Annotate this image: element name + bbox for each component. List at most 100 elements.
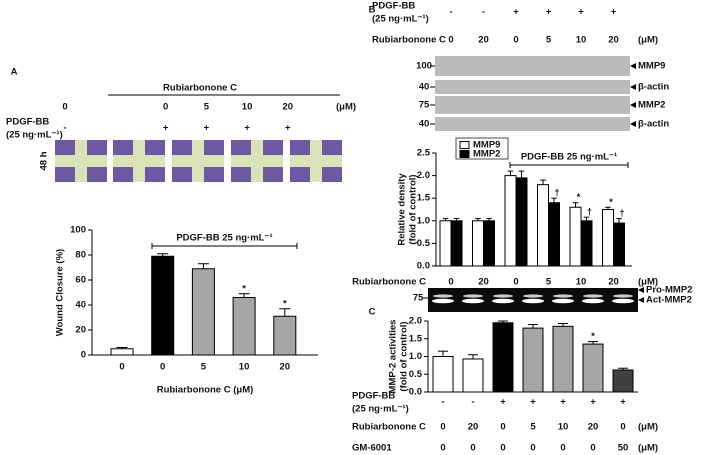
y-tick-label: 80 [75, 250, 86, 261]
annotation: † [587, 207, 592, 218]
annotation: † [554, 188, 559, 199]
row-value: 0 [440, 422, 445, 433]
y-tick-label: 2.5 [417, 148, 431, 159]
blot-marker: 75 [419, 100, 430, 111]
image-row-label: 48 h [39, 151, 50, 170]
bar [462, 358, 484, 393]
x-tick-label: 20 [478, 277, 489, 288]
blot-marker: 40 [419, 82, 430, 93]
legend-swatch [459, 150, 470, 158]
row-unit: (μM) [638, 422, 658, 433]
x-tick-label: 5 [546, 277, 552, 288]
x-tick-label: 5 [201, 362, 207, 373]
row-value: 0 [500, 422, 505, 433]
row-sublabel: (25 ng·mL⁻¹) [352, 404, 409, 415]
blot-marker: 100 [416, 61, 432, 72]
x-tick-label: 20 [280, 362, 291, 373]
y-axis-label: MMP-2 activities [388, 320, 399, 394]
legend-swatch [459, 141, 470, 149]
row-value: 5 [530, 422, 536, 433]
row-value: 0 [620, 422, 625, 433]
bar [602, 209, 614, 267]
gel-arrow [638, 287, 644, 293]
y-tick-label: 2.0 [409, 316, 422, 327]
y-tick-label: 0.5 [417, 238, 431, 249]
row-value: 0 [163, 102, 168, 113]
blot-label: MMP2 [638, 100, 665, 111]
bar [151, 255, 175, 356]
row-label: GM-6001 [352, 443, 392, 454]
row-value: 10 [242, 102, 253, 113]
bar [522, 327, 544, 393]
panel-label: B [369, 5, 376, 16]
row-value: - [449, 7, 452, 18]
row-label: PDGF-BB [6, 117, 49, 128]
row-value: + [560, 397, 566, 408]
gel-label: Pro-MMP2 [646, 285, 692, 296]
row-value: + [578, 7, 584, 18]
zymography-gel [428, 288, 638, 312]
annotation: * [283, 298, 287, 309]
row-value: + [163, 123, 169, 134]
row-label: Rubiarbonone C [352, 422, 426, 433]
y-tick-label: 40 [75, 300, 86, 311]
row-unit: (μM) [638, 443, 658, 454]
row-value: 20 [468, 422, 479, 433]
row-value: + [546, 7, 552, 18]
row-value: + [590, 397, 596, 408]
row-label: Rubiarbonone C [372, 35, 446, 46]
row-value: + [244, 123, 250, 134]
blot-arrow [630, 102, 636, 108]
x-tick-label: 20 [608, 277, 619, 288]
y-tick-label: 0.0 [417, 261, 430, 272]
row-value: + [285, 123, 291, 134]
gel-arrow [638, 297, 644, 303]
row-value: 0 [530, 443, 535, 454]
row-unit: (μM) [336, 102, 356, 113]
row-unit: (μM) [638, 35, 658, 46]
row-value: 5 [546, 35, 552, 46]
bar [548, 202, 560, 267]
bar [504, 175, 517, 267]
bar [582, 343, 604, 393]
y-tick-label: 0 [81, 350, 86, 361]
bar [612, 369, 634, 393]
row-sublabel: (25 ng·mL⁻¹) [372, 14, 429, 25]
bar [273, 315, 297, 356]
bar [515, 177, 528, 267]
row-value: + [530, 397, 536, 408]
row-value: - [63, 123, 66, 134]
row-value: 50 [618, 443, 629, 454]
x-axis-label: Rubiarbonone C [352, 277, 426, 288]
gel-marker: 75 [413, 293, 424, 304]
blot-arrow [630, 84, 636, 90]
bar [613, 222, 625, 267]
y-axis-label: (fold of control) [399, 321, 410, 391]
panel-label: A [11, 67, 18, 78]
x-tick-label: 10 [239, 362, 250, 373]
row-value: 0 [500, 443, 505, 454]
row-value: - [482, 7, 485, 18]
panel-label: C [369, 307, 376, 318]
bar [472, 220, 484, 267]
y-tick-label: 1.5 [409, 333, 423, 344]
row-value: 10 [576, 35, 587, 46]
y-axis-label: Relative density [397, 173, 408, 246]
annotation: * [577, 192, 581, 203]
row-value: + [500, 397, 506, 408]
annotation: * [591, 331, 595, 342]
y-tick-label: 60 [75, 275, 86, 286]
bar [537, 184, 549, 267]
y-axis-label: Wound Closure (%) [55, 249, 66, 336]
blot-arrow [630, 63, 636, 69]
annotation: * [609, 197, 613, 208]
bar [439, 220, 452, 267]
row-label: PDGF-BB [372, 1, 415, 12]
x-axis-unit: (μM) [638, 277, 658, 288]
y-tick-label: 20 [75, 325, 86, 336]
bar [569, 206, 582, 267]
legend-label: MMP9 [473, 140, 500, 151]
bar [552, 325, 574, 393]
bar [191, 268, 215, 356]
